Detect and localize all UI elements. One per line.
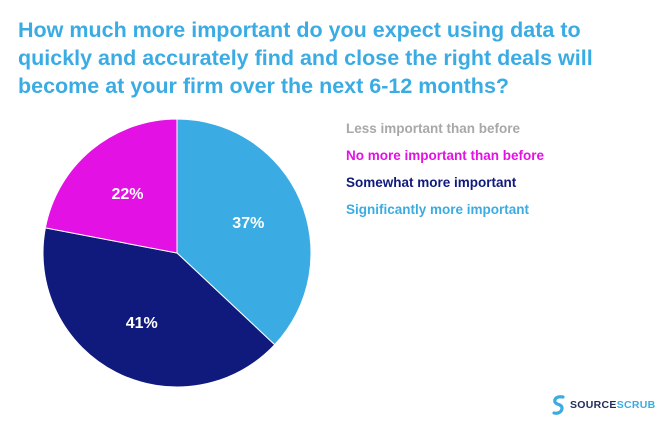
pie-slice-somewhat bbox=[42, 227, 276, 388]
slice-label-significantly: 37% bbox=[232, 215, 264, 232]
slice-label-no-more: 22% bbox=[111, 186, 143, 203]
chart-title: How much more important do you expect us… bbox=[18, 18, 593, 98]
sourcescrub-logo-text: SOURCESCRUB bbox=[570, 399, 656, 411]
sourcescrub-logo-icon bbox=[552, 395, 565, 415]
legend-item-less: Less important than before bbox=[346, 121, 521, 136]
legend-item-significantly: Significantly more important bbox=[346, 202, 530, 217]
legend-item-somewhat: Somewhat more important bbox=[346, 175, 517, 190]
logo-text-source: SOURCE bbox=[570, 399, 617, 411]
sourcescrub-logo: SOURCESCRUB bbox=[552, 394, 656, 416]
pie-slice-no-more bbox=[44, 118, 178, 254]
logo-text-scrub: SCRUB bbox=[616, 399, 656, 411]
legend-item-no-more: No more important than before bbox=[346, 148, 545, 163]
legend: Less important than before No more import… bbox=[346, 119, 544, 227]
slice-label-somewhat: 41% bbox=[126, 315, 158, 332]
pie-slice-significantly bbox=[176, 118, 312, 346]
